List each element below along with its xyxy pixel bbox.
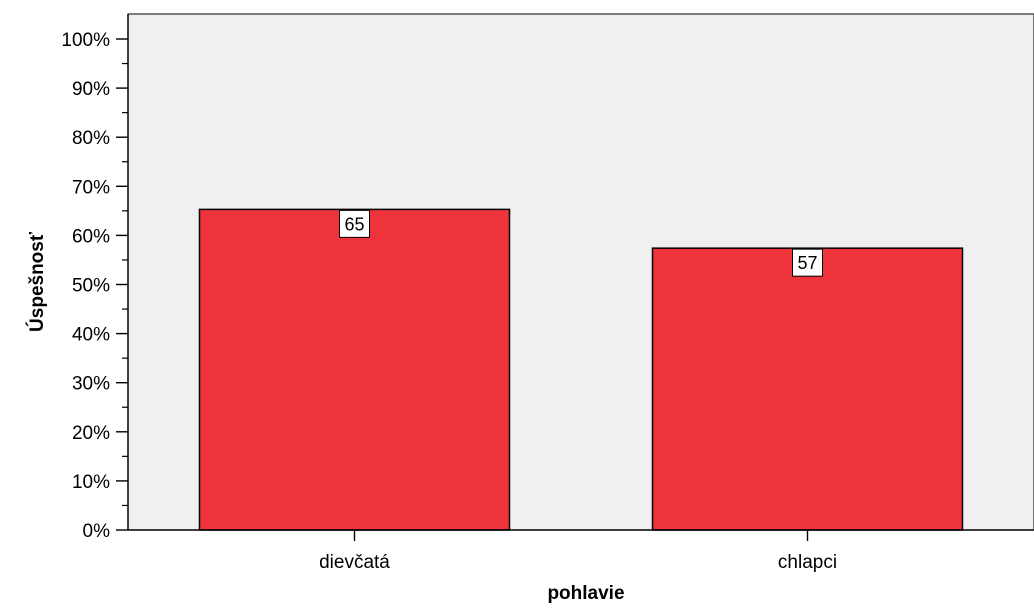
y-tick-label: 30%: [72, 374, 110, 395]
y-tick-label: 50%: [72, 276, 110, 297]
bar-1: [198, 208, 511, 531]
y-axis-ticks: 0% 10% 20% 30% 40% 50% 60% 70% 80% 90% 100%: [61, 30, 128, 542]
x-axis-title: pohlavie: [547, 583, 624, 603]
x-tick-label: chlapci: [778, 552, 837, 573]
y-tick-label: 80%: [72, 128, 110, 149]
y-tick-label: 20%: [72, 423, 110, 444]
y-tick-label: 100%: [61, 30, 110, 51]
y-tick-label: 0%: [83, 521, 111, 542]
data-label-box: [339, 209, 370, 238]
y-tick-label: 70%: [72, 177, 110, 198]
data-label: 57: [797, 253, 817, 273]
y-tick-label: 40%: [72, 325, 110, 346]
bars: 65 57: [198, 208, 964, 531]
data-label: 65: [344, 214, 364, 234]
y-axis-title: Úspešnosť: [26, 231, 48, 332]
y-tick-label: 10%: [72, 472, 110, 493]
x-axis-ticks: dievčatá chlapci: [319, 530, 837, 573]
data-label-box: [792, 248, 823, 277]
y-tick-label: 90%: [72, 79, 110, 100]
y-tick-label: 60%: [72, 226, 110, 247]
bar-2: [651, 247, 964, 531]
x-tick-label: dievčatá: [319, 552, 390, 573]
